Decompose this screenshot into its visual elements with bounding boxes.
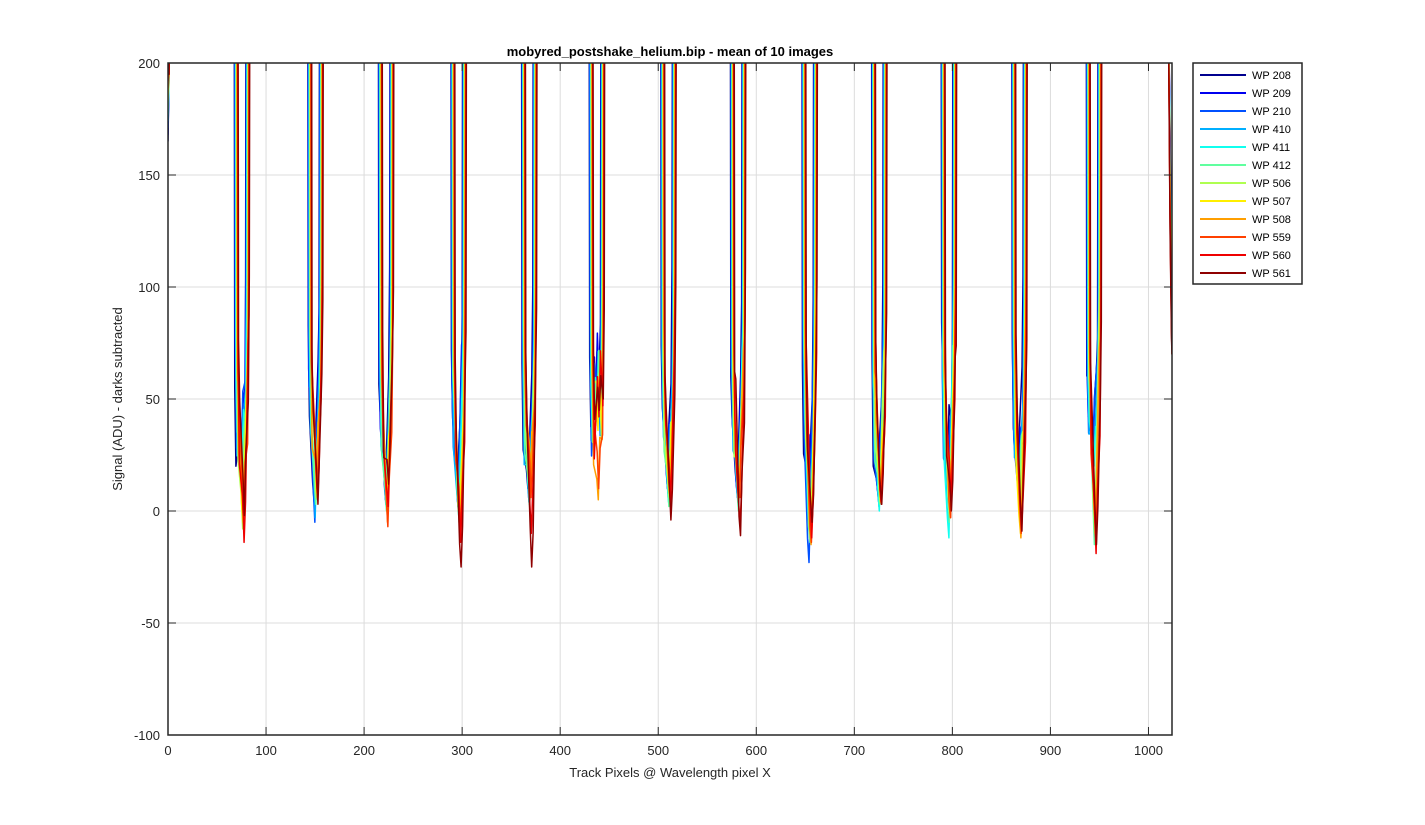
y-tick-label: 0 (153, 504, 160, 519)
legend-entry: WP 508 (1252, 214, 1291, 226)
chart-title: mobyred_postshake_helium.bip - mean of 1… (507, 44, 834, 59)
y-tick-label: 200 (138, 56, 160, 71)
x-tick-label: 1000 (1134, 743, 1163, 758)
series-line-wp-561 (168, 63, 1172, 568)
x-tick-label: 700 (843, 743, 865, 758)
x-tick-label: 500 (647, 743, 669, 758)
y-tick-label: -100 (134, 728, 160, 743)
y-tick-label: 100 (138, 280, 160, 295)
legend-entry: WP 410 (1252, 124, 1291, 136)
legend-entry: WP 209 (1252, 88, 1291, 100)
legend-entry: WP 559 (1252, 232, 1291, 244)
x-tick-label: 100 (255, 743, 277, 758)
legend-entry: WP 506 (1252, 178, 1291, 190)
x-tick-label: 0 (164, 743, 171, 758)
y-tick-label: 150 (138, 168, 160, 183)
legend-entry: WP 411 (1252, 142, 1290, 154)
x-tick-label: 600 (745, 743, 767, 758)
legend-entry: WP 210 (1252, 106, 1291, 118)
plot-frame (167, 62, 1173, 736)
legend-entry: WP 507 (1252, 196, 1291, 208)
legend-entry: WP 561 (1252, 268, 1291, 280)
x-tick-label: 900 (1040, 743, 1062, 758)
legend: WP 208 WP 209 WP 210 WP 410 WP 411 WP 412 WP 5… (1192, 62, 1303, 285)
series-layer (168, 63, 1172, 568)
y-tick-label: 50 (146, 392, 160, 407)
x-tick-label: 200 (353, 743, 375, 758)
x-axis-label: Track Pixels @ Wavelength pixel X (569, 765, 771, 780)
x-tick-label: 800 (942, 743, 964, 758)
legend-entry: WP 560 (1252, 250, 1291, 262)
legend-entry: WP 412 (1252, 160, 1291, 172)
y-tick-label: -50 (141, 616, 160, 631)
legend-box (1192, 62, 1303, 285)
x-tick-label: 300 (451, 743, 473, 758)
tick-labels: 0 100 200 300 400 500 600 700 800 900 1000 -100 -50 0… (134, 56, 1163, 758)
y-axis-label: Signal (ADU) - darks subtracted (110, 307, 125, 491)
x-tick-label: 400 (549, 743, 571, 758)
legend-entry: WP 208 (1252, 70, 1291, 82)
